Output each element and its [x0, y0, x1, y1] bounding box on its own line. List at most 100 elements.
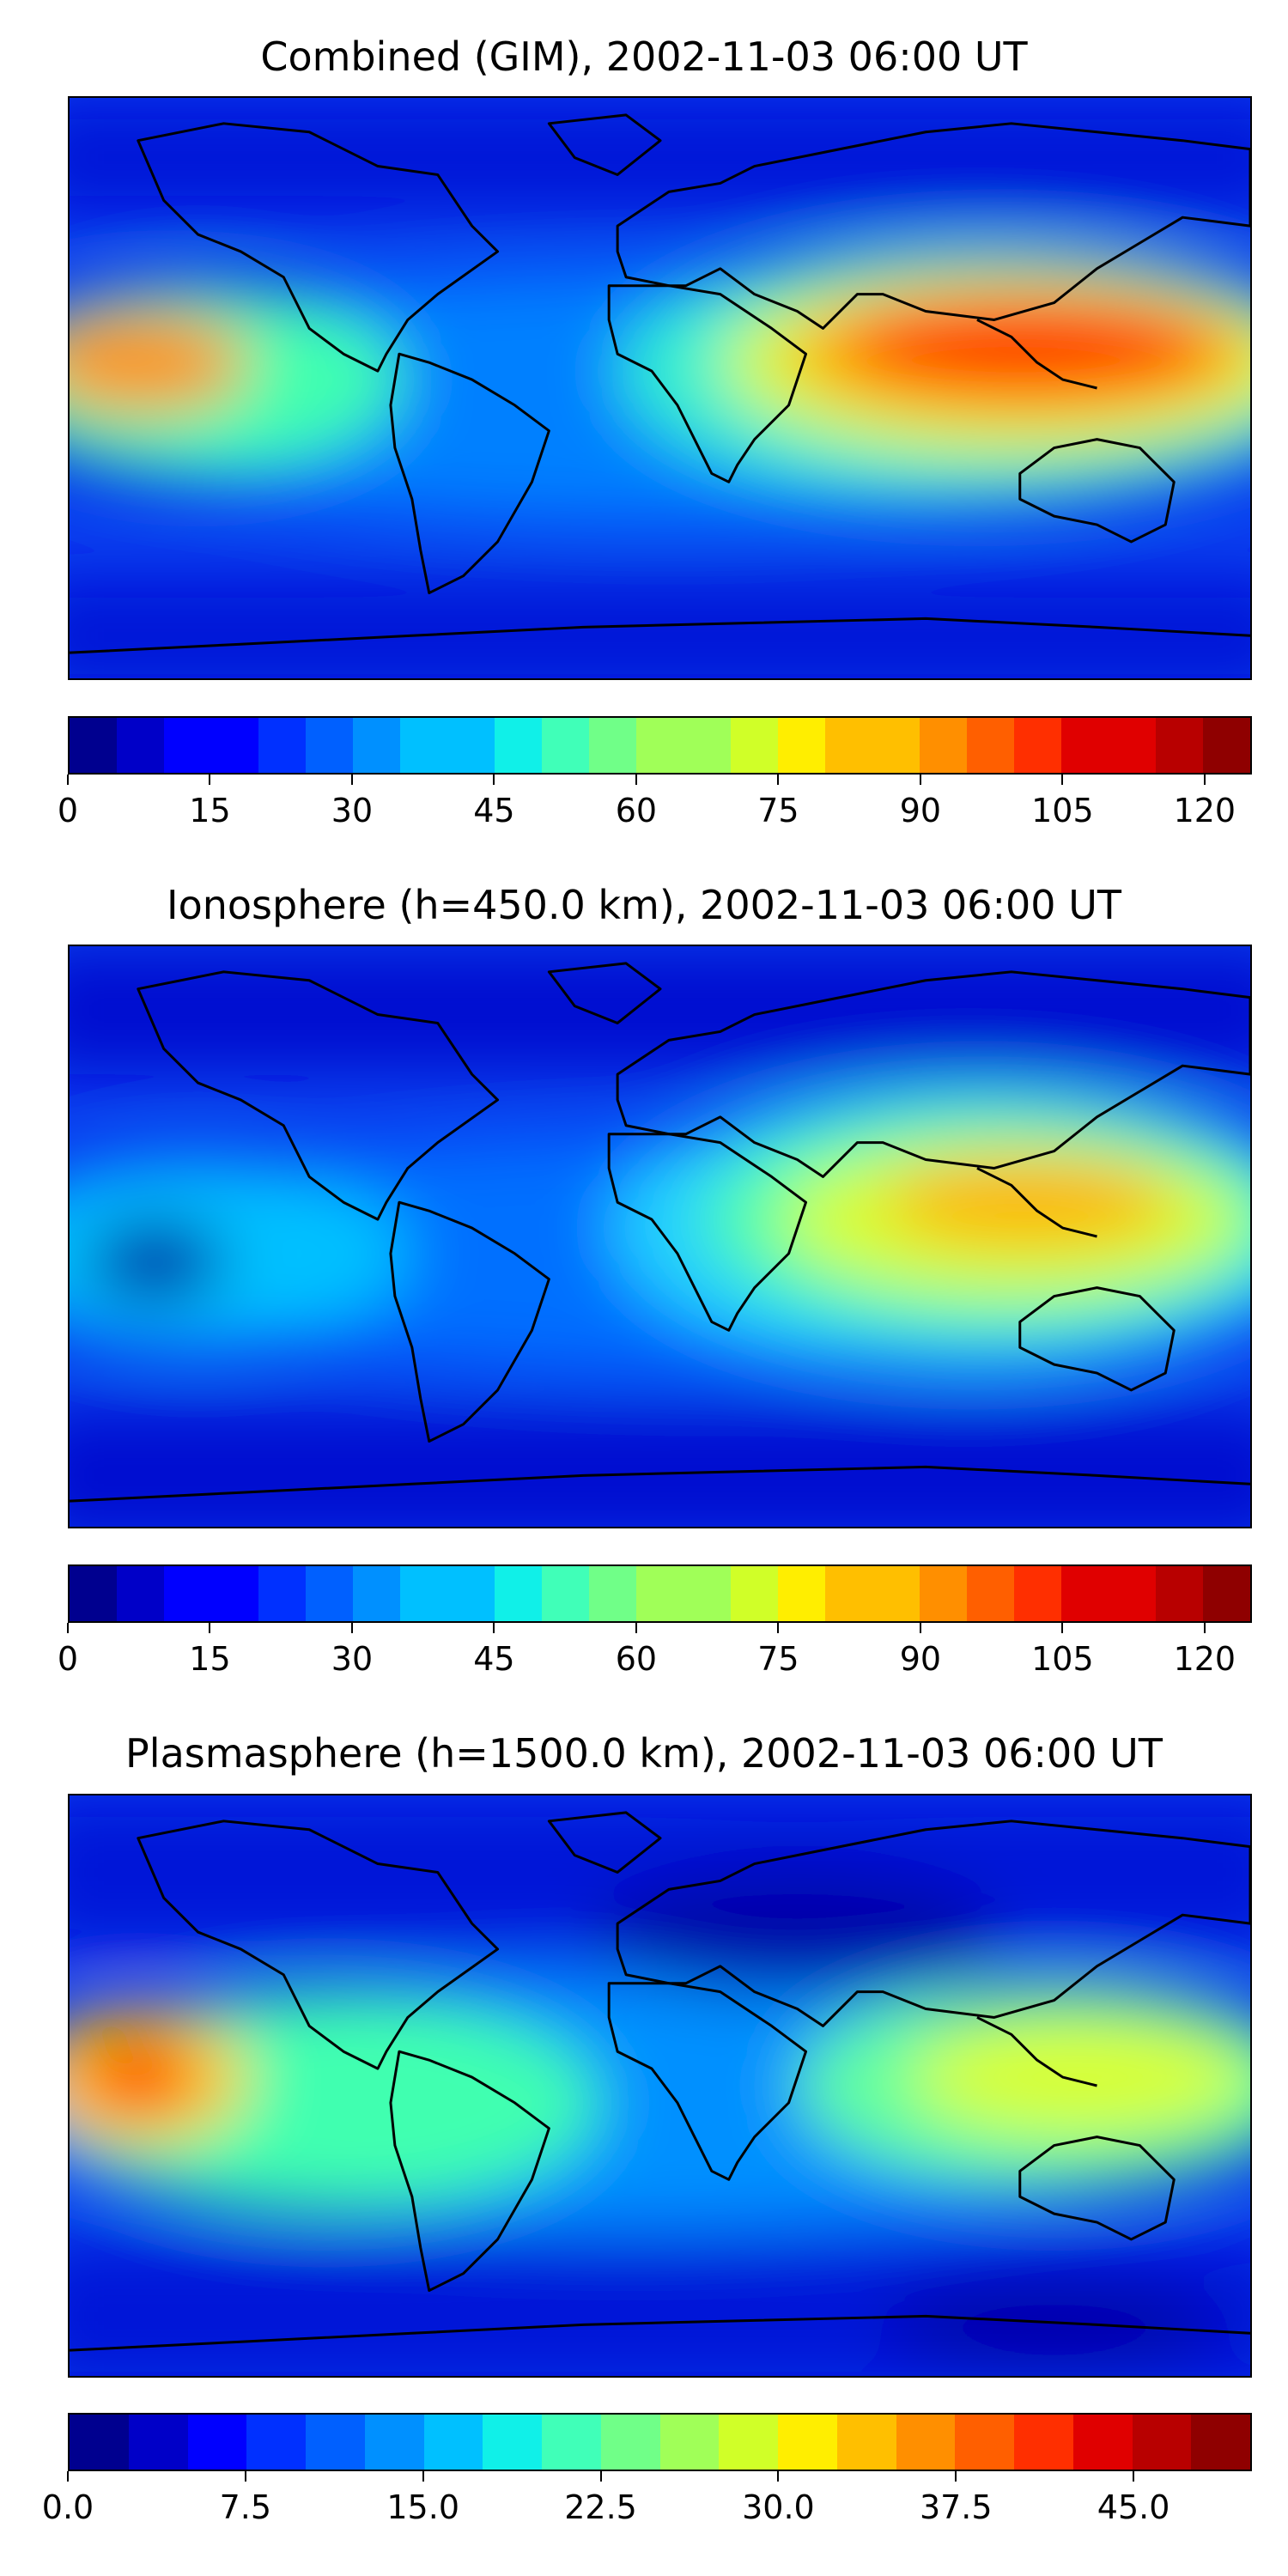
colorbar-segment — [955, 2415, 1014, 2470]
colorbar-segment — [117, 718, 164, 773]
colorbar-tick-label: 30 — [331, 792, 374, 829]
colorbar-segment — [636, 718, 683, 773]
colorbar-tick-mark — [1203, 1623, 1206, 1633]
colorbar-tick-label: 7.5 — [219, 2488, 272, 2526]
colorbar-segment — [1156, 1566, 1203, 1621]
colorbar-segment — [778, 2415, 837, 2470]
colorbar-segment — [589, 1566, 636, 1621]
colorbar-segment — [1156, 718, 1203, 773]
colorbar-segment — [423, 2415, 483, 2470]
colorbar-tick-label: 60 — [615, 792, 658, 829]
colorbar-segment — [495, 1566, 542, 1621]
colorbar-segment — [636, 1566, 683, 1621]
colorbar-tick-label: 105 — [1031, 792, 1094, 829]
colorbar-segment — [117, 1566, 164, 1621]
map-title: Ionosphere (h=450.0 km), 2002-11-03 06:0… — [167, 882, 1121, 928]
colorbar-segment — [967, 1566, 1014, 1621]
colorbar-tick-mark — [955, 2471, 957, 2482]
colorbar-segment — [872, 718, 920, 773]
colorbar-segment — [825, 718, 872, 773]
colorbar-tick-label: 0 — [57, 792, 79, 829]
colorbar-tick-mark — [919, 775, 921, 785]
colorbar-tick-mark — [777, 2471, 780, 2482]
colorbar-segment — [719, 2415, 778, 2470]
colorbar-segment — [825, 1566, 872, 1621]
map-svg — [70, 1795, 1250, 2376]
colorbar-segment — [258, 718, 306, 773]
tec-map — [68, 96, 1252, 680]
colorbar-segment — [542, 1566, 589, 1621]
colorbar-segment — [659, 2415, 720, 2470]
colorbar-segment — [542, 2415, 601, 2470]
colorbar-segment — [306, 2415, 365, 2470]
colorbar-tick-mark — [635, 1623, 637, 1633]
colorbar-tick-mark — [67, 1623, 69, 1633]
colorbar-segment — [600, 2415, 660, 2470]
colorbar-segment — [967, 718, 1014, 773]
tec-map — [68, 945, 1252, 1528]
colorbar-segment — [70, 718, 117, 773]
colorbar-segment — [1203, 718, 1250, 773]
map-title: Plasmasphere (h=1500.0 km), 2002-11-03 0… — [125, 1730, 1163, 1777]
colorbar-segment — [836, 2415, 896, 2470]
colorbar-segment — [70, 2415, 129, 2470]
colorbar-segment — [164, 718, 211, 773]
colorbar-segment — [70, 1566, 117, 1621]
colorbar — [68, 2413, 1252, 2471]
colorbar-segment — [589, 718, 636, 773]
colorbar-tick-mark — [599, 2471, 602, 2482]
colorbar-tick-mark — [422, 2471, 424, 2482]
colorbar-segment — [1014, 2415, 1073, 2470]
colorbar-segment — [1109, 718, 1156, 773]
colorbar-segment — [542, 718, 589, 773]
colorbar-segment — [1014, 1566, 1061, 1621]
colorbar-tick-mark — [1061, 775, 1064, 785]
colorbar-tick-label: 30.0 — [742, 2488, 815, 2526]
colorbar-segment — [400, 1566, 447, 1621]
colorbar-segment — [1061, 1566, 1109, 1621]
coastlines — [70, 1811, 1250, 2352]
colorbar-tick-label: 120 — [1173, 792, 1236, 829]
tec-field — [70, 98, 1250, 678]
colorbar-segment — [364, 2415, 424, 2470]
colorbar-ticks: 0 15 30 45 60 75 90 105 120 — [58, 1623, 1252, 1678]
colorbar-tick-label: 105 — [1031, 1640, 1094, 1678]
colorbar-tick-mark — [350, 1623, 353, 1633]
colorbar-tick-label: 45.0 — [1097, 2488, 1170, 2526]
colorbar-tick-label: 60 — [615, 1640, 658, 1678]
tec-map — [68, 1794, 1252, 2378]
colorbar-tick-label: 45 — [473, 1640, 515, 1678]
colorbar-tick-mark — [350, 775, 353, 785]
colorbar-segment — [1014, 718, 1061, 773]
colorbar-segment — [187, 2415, 247, 2470]
colorbar-segment — [246, 2415, 306, 2470]
colorbar-segment — [1203, 1566, 1250, 1621]
colorbar-segment — [920, 1566, 967, 1621]
colorbar-segment — [495, 718, 542, 773]
colorbar-segment — [258, 1566, 306, 1621]
colorbar-segment — [1061, 718, 1109, 773]
colorbar-tick-mark — [493, 1623, 495, 1633]
coastlines — [70, 113, 1250, 654]
colorbar-segment — [447, 718, 495, 773]
colorbar-tick-label: 75 — [757, 1640, 799, 1678]
colorbar-segment — [731, 718, 778, 773]
colorbar-segment — [483, 2415, 542, 2470]
colorbar-tick-label: 15 — [189, 792, 231, 829]
colorbar-tick-label: 0 — [57, 1640, 79, 1678]
colorbar-segment — [896, 2415, 956, 2470]
colorbar-tick-label: 45 — [473, 792, 515, 829]
colorbar-segment — [683, 718, 731, 773]
colorbar-segment — [731, 1566, 778, 1621]
colorbar-segment — [353, 718, 400, 773]
colorbar-segment — [1132, 2415, 1192, 2470]
coastlines — [70, 962, 1250, 1503]
colorbar-tick-mark — [209, 1623, 211, 1633]
colorbar-segment — [1109, 1566, 1156, 1621]
colorbar-tick-label: 15.0 — [386, 2488, 459, 2526]
colorbar-tick-mark — [67, 2471, 69, 2482]
colorbar-segment — [872, 1566, 920, 1621]
colorbar — [68, 1564, 1252, 1623]
colorbar-tick-label: 90 — [899, 1640, 942, 1678]
colorbar-tick-label: 0.0 — [41, 2488, 94, 2526]
